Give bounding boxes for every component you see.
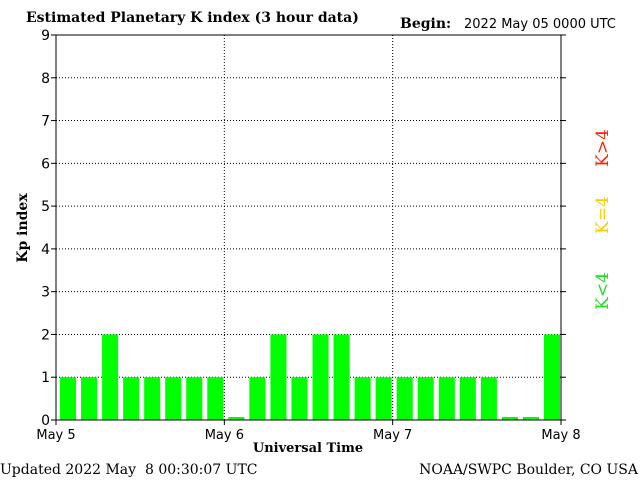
grid-lines [56,35,561,420]
source-credit: NOAA/SWPC Boulder, CO USA [419,462,639,478]
kp-bar [144,377,161,420]
kp-bar [501,417,518,420]
kp-bar [207,377,224,420]
y-tick-label: 6 [41,156,50,172]
y-tick-label: 1 [41,370,50,386]
kp-bar [312,334,329,420]
chart-title: Estimated Planetary K index (3 hour data… [26,10,359,26]
bar-series [60,334,560,420]
y-axis-label: Kp index [15,193,31,263]
kp-bar [186,377,203,420]
y-tick-label: 7 [41,114,50,130]
kp-bar [60,377,77,420]
begin-value: 2022 May 05 0000 UTC [464,17,616,32]
y-axis: 0 1 2 3 4 5 6 7 8 9 [41,28,566,429]
x-axis: May 5 May 6 May 7 May 8 [36,420,581,443]
kp-bar [375,377,392,420]
kp-bar [459,377,476,420]
legend-item: K>4 [593,129,613,167]
plot-frame [55,34,562,421]
y-tick-label: 5 [41,199,50,215]
x-tick-label: May 5 [36,428,75,443]
kp-bar [102,334,119,420]
y-tick-label: 3 [41,285,50,301]
kp-bar [228,417,245,420]
y-tick-label: 4 [41,242,50,258]
kp-bar [480,377,497,420]
kp-bar [354,377,371,420]
y-tick-label: 8 [41,71,50,87]
x-tick-label: May 7 [373,428,412,443]
y-tick-label: 2 [41,327,50,343]
legend-item: K=4 [593,196,613,234]
kp-bar [522,417,539,420]
kp-bar [438,377,455,420]
kp-bar [165,377,182,420]
kp-bar [333,334,350,420]
y-tick-label: 9 [41,28,50,44]
kp-bar [123,377,140,420]
kp-bar [396,377,413,420]
updated-timestamp: Updated 2022 May 8 00:30:07 UTC [0,462,258,478]
x-tick-label: May 8 [541,428,580,443]
kp-bar [270,334,287,420]
x-axis-label: Universal Time [253,441,363,456]
begin-label: Begin: [400,16,451,32]
legend-item: K<4 [593,272,613,310]
x-tick-label: May 6 [205,428,244,443]
kp-bar [417,377,434,420]
kp-bar [81,377,98,420]
legend: K<4 K=4 K>4 [593,129,613,310]
kp-bar [291,377,308,420]
kp-bar [249,377,266,420]
y-tick-label: 0 [41,413,50,429]
kp-bar [543,334,560,420]
